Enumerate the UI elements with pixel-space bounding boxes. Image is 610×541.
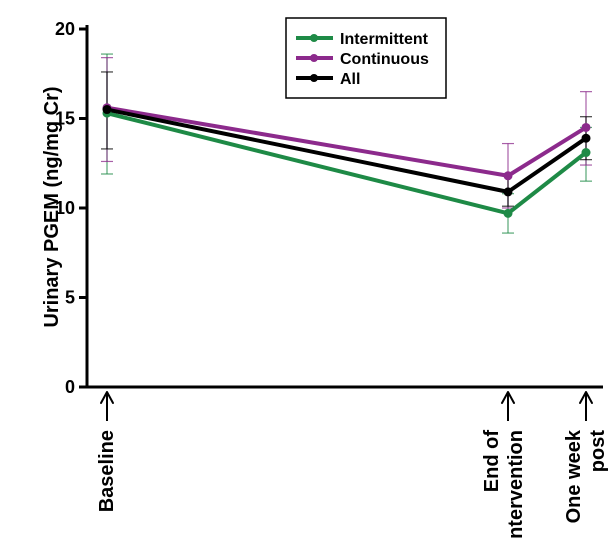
data-point (581, 122, 591, 132)
legend: Intermittent Continuous All (285, 17, 447, 99)
legend-label: Continuous (340, 51, 429, 68)
x-category-label: End of (481, 430, 503, 493)
data-point (503, 171, 513, 181)
y-ticks: 0 5 10 15 20 (55, 19, 87, 397)
x-category-label: ntervention (505, 430, 527, 539)
x-category-label: post (587, 430, 609, 473)
data-point (503, 208, 513, 218)
legend-entry: Intermittent (296, 31, 429, 48)
series-lines (105, 105, 588, 216)
data-point (581, 133, 591, 143)
category-arrows (100, 391, 593, 421)
legend-entry: Continuous (296, 51, 429, 68)
y-tick-label: 10 (55, 198, 75, 218)
y-tick-label: 5 (65, 288, 75, 308)
data-point (581, 148, 591, 158)
data-point (503, 187, 513, 197)
x-category-label: Baseline (96, 430, 118, 512)
x-category-label: One week (563, 429, 585, 523)
legend-label: All (340, 71, 360, 88)
legend-label: Intermittent (340, 31, 429, 48)
data-point (102, 105, 112, 115)
y-tick-label: 0 (65, 377, 75, 397)
series-points (102, 103, 591, 218)
up-arrow-icon (501, 391, 515, 421)
series-line (105, 111, 588, 216)
y-tick-label: 15 (55, 109, 75, 129)
up-arrow-icon (100, 391, 114, 421)
legend-entry: All (296, 71, 360, 88)
y-axis-title: Urinary PGEM (ng/mg Cr) (41, 86, 63, 327)
category-labels: Baseline End of ntervention One week post (96, 429, 609, 539)
axes (85, 25, 603, 389)
y-tick-label: 20 (55, 19, 75, 39)
up-arrow-icon (579, 391, 593, 421)
series-line (105, 105, 588, 178)
